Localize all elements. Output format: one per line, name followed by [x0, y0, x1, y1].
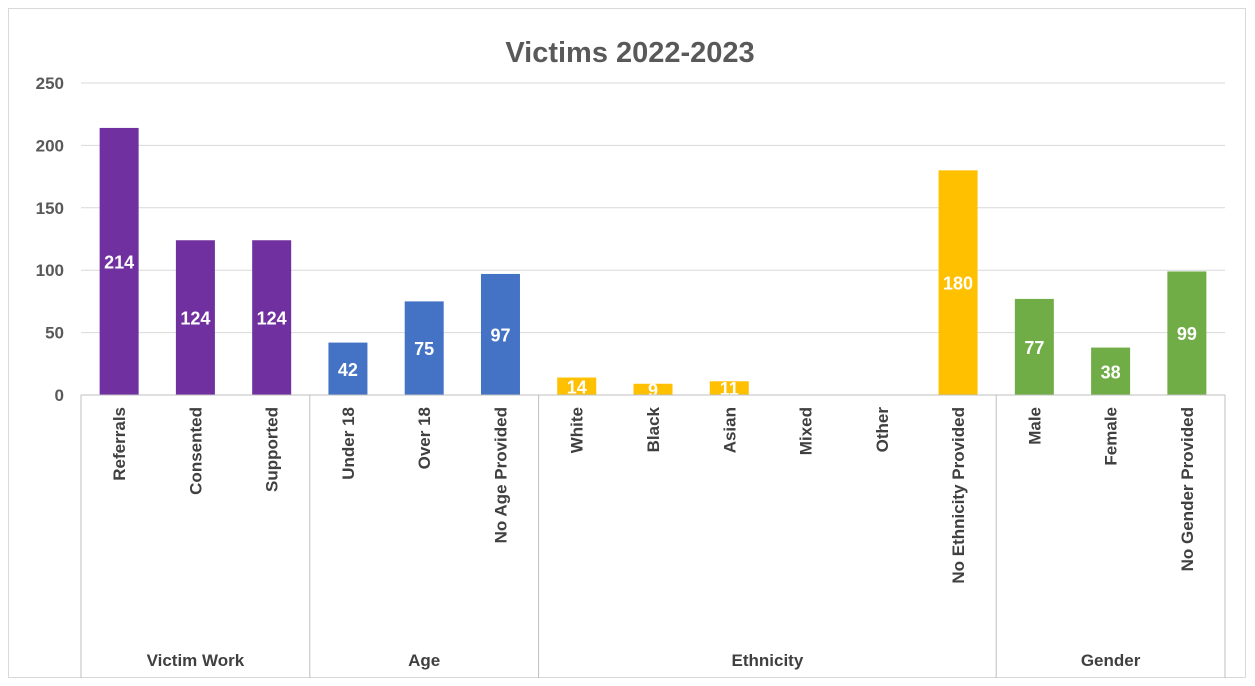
x-tick-label: No Ethnicity Provided	[949, 407, 968, 584]
bar	[1091, 347, 1131, 395]
x-axis: Referrals Consented Supported Under 18 Over …	[80, 394, 1226, 678]
data-label: 124	[180, 309, 210, 329]
y-tick-label: 100	[36, 261, 64, 280]
data-label: 99	[1177, 324, 1197, 344]
x-tick-label: Other	[873, 407, 892, 453]
y-tick-label: 50	[45, 324, 64, 343]
bar	[1014, 298, 1054, 395]
y-tick-label: 0	[55, 386, 64, 405]
x-tick-label: White	[568, 407, 587, 453]
x-tick-label: Black	[644, 406, 663, 452]
group-label: Ethnicity	[732, 651, 804, 670]
data-label: 214	[104, 252, 134, 272]
data-label: 97	[490, 325, 510, 345]
x-tick-label: Asian	[720, 407, 739, 453]
x-tick-label: Mixed	[797, 407, 816, 455]
x-tick-label: Consented	[186, 407, 205, 495]
group-label: Victim Work	[147, 651, 245, 670]
y-tick-label: 200	[36, 136, 64, 155]
x-tick-label: Female	[1102, 407, 1121, 466]
group-label: Age	[408, 651, 440, 670]
bars: 214 124 124 42 75 97 14 9 11 180 77 38 99	[99, 127, 1207, 400]
bar	[1167, 271, 1207, 395]
data-label: 77	[1024, 338, 1044, 358]
bar	[709, 381, 749, 395]
bar	[633, 383, 673, 395]
bar	[404, 301, 444, 395]
data-label: 180	[943, 274, 973, 294]
x-tick-label: Referrals	[110, 407, 129, 481]
x-tick-label: Over 18	[415, 407, 434, 469]
bar	[938, 170, 978, 395]
x-tick-label: Male	[1025, 407, 1044, 445]
data-label: 14	[567, 377, 587, 397]
y-tick-label: 150	[36, 199, 64, 218]
y-tick-label: 250	[36, 74, 64, 93]
data-label: 11	[720, 379, 739, 399]
chart-title: Victims 2022-2023	[505, 37, 754, 69]
bar	[557, 377, 597, 395]
x-tick-label: Under 18	[339, 407, 358, 480]
data-label: 38	[1101, 362, 1121, 382]
bar	[99, 127, 139, 395]
x-tick-label: No Gender Provided	[1178, 407, 1197, 571]
bar	[328, 342, 368, 395]
group-label: Gender	[1081, 651, 1141, 670]
data-label: 75	[414, 339, 434, 359]
x-tick-label: Supported	[263, 407, 282, 492]
x-tick-label: No Age Provided	[491, 407, 510, 543]
data-label: 9	[648, 380, 658, 400]
y-axis: 0 50 100 150 200 250	[36, 74, 64, 405]
data-label: 124	[257, 309, 287, 329]
bar	[175, 240, 215, 395]
bar	[252, 240, 292, 395]
bar	[480, 273, 520, 395]
data-label: 42	[338, 360, 358, 380]
